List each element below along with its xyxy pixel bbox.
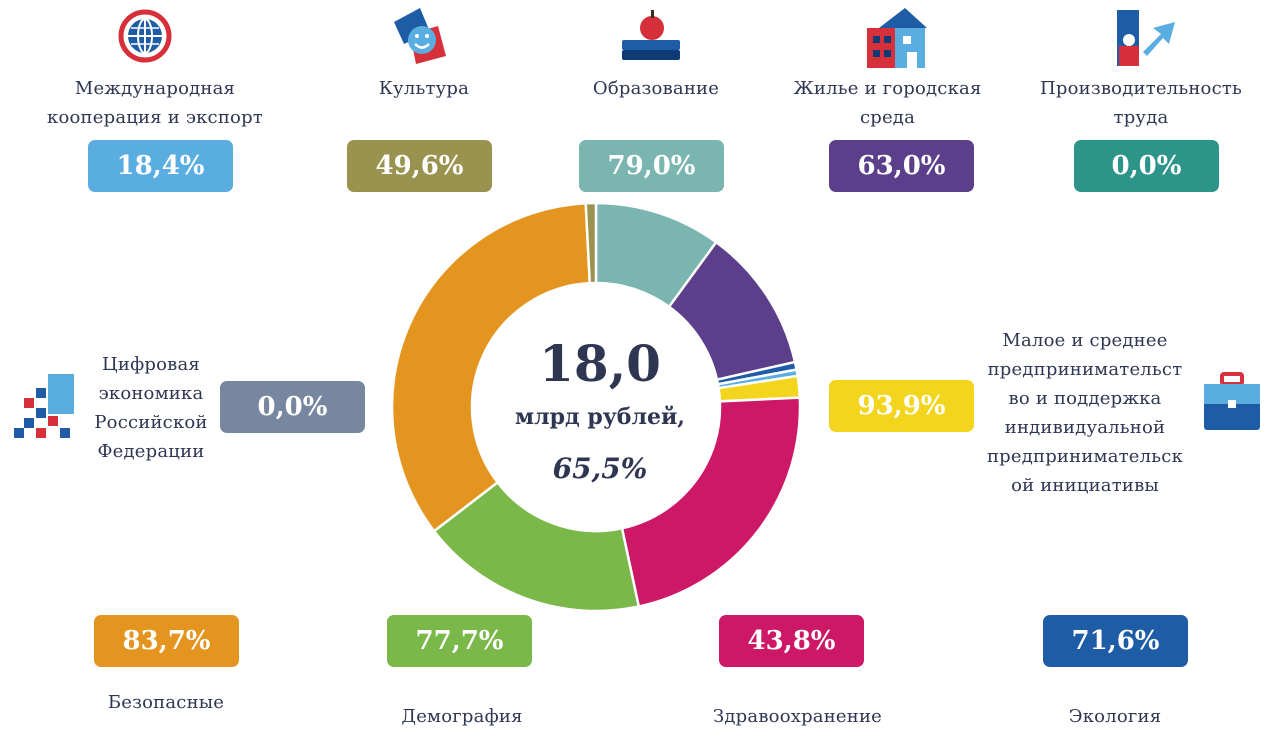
badge-sme: 93,9% — [829, 380, 974, 432]
house-icon — [865, 6, 929, 70]
badge-housing: 63,0% — [829, 140, 974, 192]
donut-slice-roads — [390, 201, 592, 533]
badge-culture: 49,6% — [347, 140, 492, 192]
badge-ecology: 71,6% — [1043, 615, 1188, 667]
label-sme: Малое и среднее предпринимательст во и под… — [986, 330, 1184, 496]
label-roads: Безопасные — [107, 692, 225, 713]
badge-demography: 77,7% — [387, 615, 532, 667]
label-labor: Производительность труда — [1039, 78, 1243, 128]
badge-health: 43,8% — [719, 615, 864, 667]
donut-slice-culture — [584, 201, 598, 285]
badge-education: 79,0% — [579, 140, 724, 192]
label-housing: Жилье и городская среда — [793, 78, 982, 128]
badge-digital: 0,0% — [220, 381, 365, 433]
growth-arrow-icon — [1113, 6, 1177, 70]
center-percent: 65,5% — [552, 452, 648, 485]
label-education: Образование — [592, 78, 720, 99]
globe-icon — [113, 4, 177, 68]
badge-intl: 18,4% — [88, 140, 233, 192]
books-apple-icon — [618, 4, 682, 68]
theater-mask-icon — [386, 4, 450, 68]
center-unit: млрд рублей, — [515, 404, 685, 430]
label-intl: Международная кооперация и экспорт — [47, 78, 263, 128]
pixel-grid-icon — [12, 374, 76, 438]
badge-roads: 83,7% — [94, 615, 239, 667]
center-amount: 18,0 — [539, 334, 661, 393]
briefcase-icon — [1200, 370, 1264, 434]
label-digital: Цифровая экономика Российской Федерации — [94, 354, 208, 462]
donut-slice-health — [620, 396, 802, 608]
label-culture: Культура — [378, 78, 470, 99]
badge-labor: 0,0% — [1074, 140, 1219, 192]
